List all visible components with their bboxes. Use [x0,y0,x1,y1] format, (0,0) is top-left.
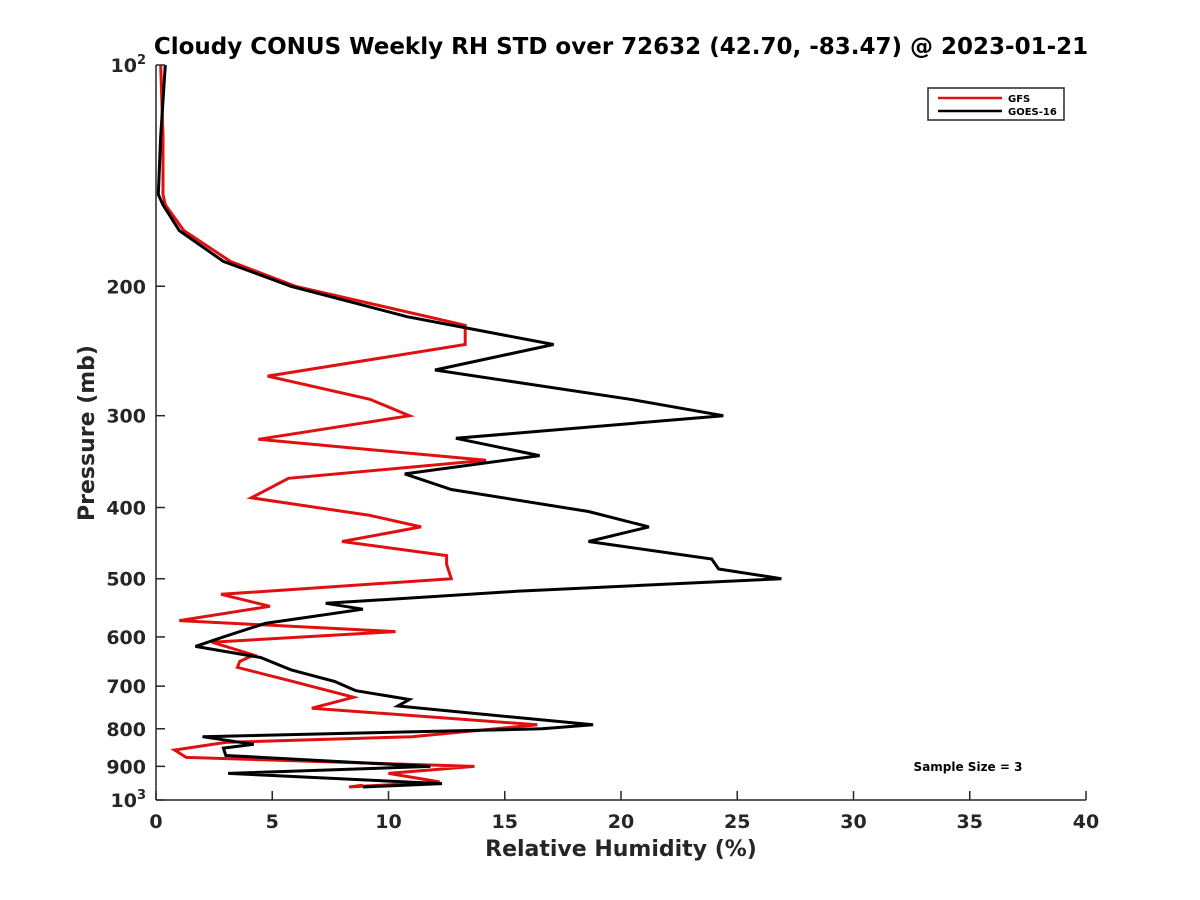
sample-size-annotation: Sample Size = 3 [914,760,1023,774]
x-tick-label: 35 [957,811,983,833]
series-line-gfs [159,64,538,789]
legend-box [927,87,1065,121]
legend-label: GFS [1008,94,1030,105]
y-tick-label: 103 [111,788,147,812]
y-tick-label: 200 [106,276,146,298]
x-tick-label: 5 [266,811,279,833]
chart-title: Cloudy CONUS Weekly RH STD over 72632 (4… [154,34,1088,60]
x-tick-label: 40 [1073,811,1099,833]
x-axis-title: Relative Humidity (%) [485,837,757,862]
y-tick-label: 300 [106,406,146,428]
x-tick-label: 10 [375,811,401,833]
x-tick-label: 25 [724,811,750,833]
legend: GFS GOES-16 [927,87,1065,121]
y-tick-label: 700 [106,676,146,698]
legend-label: GOES-16 [1008,107,1057,118]
y-axis-title: Pressure (mb) [75,345,100,521]
y-tick-label: 900 [106,756,146,778]
series-line-goes-16 [156,64,782,789]
y-tick-label: 500 [106,569,146,591]
x-tick-label: 20 [608,811,634,833]
x-tick-label: 30 [840,811,866,833]
y-tick-label: 400 [106,498,146,520]
y-tick-label: 600 [106,627,146,649]
x-tick-label: 0 [149,811,162,833]
y-tick-label: 800 [106,719,146,741]
y-tick-label: 102 [111,53,147,77]
axes-layer: 0 5 10 15 20 25 30 35 40 102 200 300 400 500 600 700 800… [106,53,1099,833]
series-layer [156,64,782,789]
x-tick-label: 15 [492,811,518,833]
